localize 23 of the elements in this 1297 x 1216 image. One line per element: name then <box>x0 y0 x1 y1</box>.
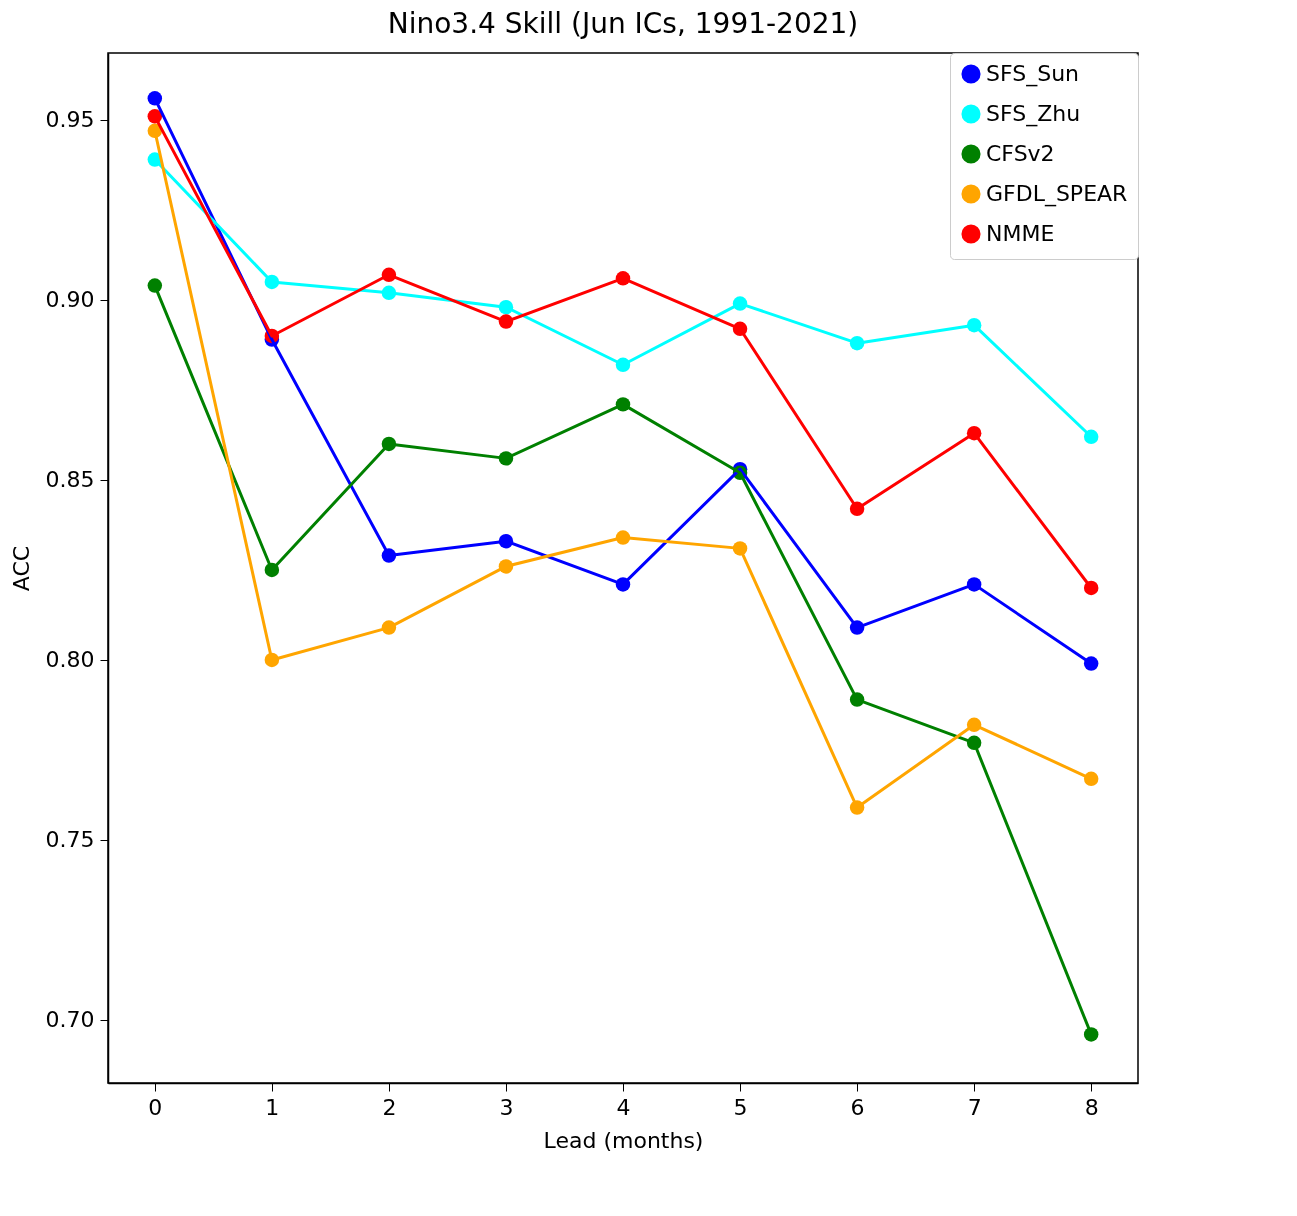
x-tick-label: 1 <box>265 1094 280 1120</box>
y-tick-label: 0.85 <box>45 467 95 493</box>
x-tick-label: 4 <box>616 1094 631 1120</box>
y-tick-label: 0.95 <box>45 107 95 133</box>
legend-label: CFSv2 <box>986 141 1055 166</box>
y-tick-label: 0.80 <box>45 647 95 673</box>
x-tick-label: 3 <box>499 1094 514 1120</box>
legend-label: GFDL_SPEAR <box>986 181 1128 207</box>
legend-label: SFS_Zhu <box>986 101 1081 127</box>
y-axis-title: ACC <box>8 545 34 592</box>
x-tick-label: 5 <box>733 1094 748 1120</box>
x-tick-label: 7 <box>967 1094 982 1120</box>
legend-label: SFS_Sun <box>986 61 1080 87</box>
chart-title: Nino3.4 Skill (Jun ICs, 1991-2021) <box>387 6 859 40</box>
x-tick-label: 6 <box>850 1094 865 1120</box>
y-tick-label: 0.70 <box>45 1007 95 1033</box>
legend-label: NMME <box>986 221 1055 246</box>
x-tick-label: 2 <box>382 1094 397 1120</box>
x-axis-title: Lead (months) <box>543 1127 704 1153</box>
x-tick-label: 0 <box>148 1094 163 1120</box>
x-tick-label: 8 <box>1084 1094 1099 1120</box>
y-tick-label: 0.75 <box>45 827 95 853</box>
y-tick-label: 0.90 <box>45 287 95 313</box>
